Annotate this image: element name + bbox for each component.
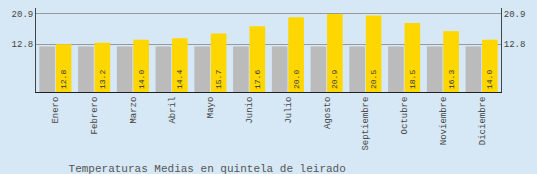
svg-text:20.0: 20.0: [292, 70, 301, 89]
svg-text:Agosto: Agosto: [323, 97, 333, 129]
svg-text:Junio: Junio: [245, 97, 255, 124]
svg-text:16.3: 16.3: [447, 70, 456, 89]
svg-text:14.0: 14.0: [137, 70, 146, 89]
svg-text:Abril: Abril: [168, 97, 178, 124]
svg-text:Octubre: Octubre: [400, 97, 410, 135]
svg-text:Septiembre: Septiembre: [361, 97, 371, 151]
svg-text:12.8: 12.8: [59, 70, 68, 89]
svg-text:18.5: 18.5: [408, 70, 417, 89]
svg-text:14.4: 14.4: [175, 70, 184, 89]
svg-text:20.9: 20.9: [12, 10, 34, 20]
svg-text:Noviembre: Noviembre: [439, 97, 449, 146]
svg-text:12.8: 12.8: [504, 40, 526, 50]
svg-text:Enero: Enero: [51, 97, 61, 124]
svg-text:15.7: 15.7: [214, 70, 223, 89]
svg-text:17.6: 17.6: [253, 70, 262, 89]
svg-text:Mayo: Mayo: [206, 97, 216, 119]
svg-text:20.9: 20.9: [330, 70, 339, 89]
svg-text:20.5: 20.5: [369, 70, 378, 89]
svg-text:Temperaturas Medias en quintel: Temperaturas Medias en quintela de leira…: [69, 163, 346, 174]
svg-text:Marzo: Marzo: [129, 97, 139, 124]
svg-text:Julio: Julio: [284, 97, 294, 124]
svg-text:Diciembre: Diciembre: [478, 97, 488, 146]
svg-text:12.8: 12.8: [12, 40, 34, 50]
svg-text:20.9: 20.9: [504, 10, 526, 20]
svg-text:14.0: 14.0: [485, 70, 494, 89]
svg-text:Febrero: Febrero: [90, 97, 100, 135]
svg-text:13.2: 13.2: [98, 70, 107, 89]
